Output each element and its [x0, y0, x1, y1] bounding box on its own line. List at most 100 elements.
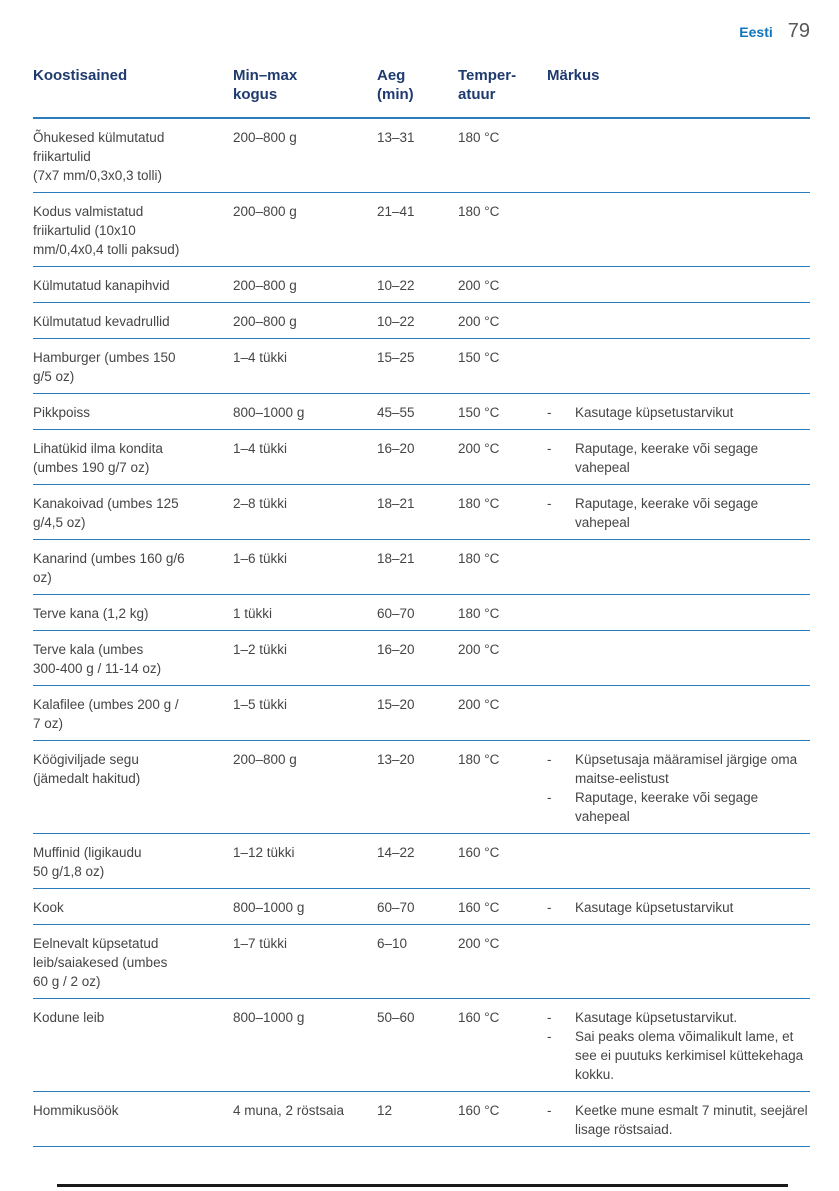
ingredient-cell: Külmutatud kevadrullid [33, 314, 170, 329]
table-row: Köögiviljade segu (jämedalt hakitud) 200… [33, 741, 810, 834]
note-text: Raputage, keerake või segage vahepeal [575, 441, 759, 475]
quantity-cell: 800–1000 g [233, 1010, 305, 1025]
ingredient-cell: Hommikusöök [33, 1103, 119, 1118]
ingredient-cell: Kodune leib [33, 1010, 105, 1025]
temperature-cell: 160 °C [458, 900, 500, 915]
col-header-notes: Märkus [547, 67, 600, 84]
col-header-time: Aeg (min) [377, 67, 414, 103]
note-item: - Sai peaks olema võimalikult lame, et se… [547, 1027, 810, 1084]
temperature-cell: 180 °C [458, 752, 500, 767]
time-cell: 12 [377, 1103, 393, 1118]
quantity-cell: 1–6 tükki [233, 551, 288, 566]
time-cell: 15–25 [377, 350, 415, 365]
ingredient-cell: Hamburger (umbes 150 g/5 oz) [33, 350, 176, 384]
table-header-row: Koostisained Min–max kogus Aeg (min) Tem… [33, 66, 810, 119]
time-cell: 60–70 [377, 900, 415, 915]
temperature-cell: 200 °C [458, 642, 500, 657]
notes-cell [547, 686, 810, 740]
ingredient-cell: Lihatükid ilma kondita (umbes 190 g/7 oz… [33, 441, 163, 475]
ingredient-cell: Õhukesed külmutatud friikartulid (7x7 mm… [33, 130, 165, 183]
quantity-cell: 1–7 tükki [233, 936, 288, 951]
note-item: - Kasutage küpsetustarvikut [547, 898, 810, 917]
col-header-temperature: Temper- atuur [458, 67, 517, 103]
ingredient-cell: Pikkpoiss [33, 405, 91, 420]
ingredient-cell: Kanakoivad (umbes 125 g/4,5 oz) [33, 496, 179, 530]
table-row: Õhukesed külmutatud friikartulid (7x7 mm… [33, 119, 810, 193]
temperature-cell: 160 °C [458, 1010, 500, 1025]
temperature-cell: 150 °C [458, 350, 500, 365]
table-row: Terve kala (umbes 300-400 g / 11-14 oz) … [33, 631, 810, 686]
table-row: Kanakoivad (umbes 125 g/4,5 oz) 2–8 tükk… [33, 485, 810, 540]
notes-cell [547, 303, 810, 338]
time-cell: 14–22 [377, 845, 415, 860]
table-row: Terve kana (1,2 kg) 1 tükki 60–70 180 °C [33, 595, 810, 631]
note-text: Kasutage küpsetustarvikut [575, 900, 734, 915]
time-cell: 60–70 [377, 606, 415, 621]
page-number: 79 [787, 20, 810, 42]
ingredient-cell: Eelnevalt küpsetatud leib/saiakesed (umb… [33, 936, 168, 989]
quantity-cell: 2–8 tükki [233, 496, 288, 511]
time-cell: 18–21 [377, 496, 415, 511]
notes-cell: - Kasutage küpsetustarvikut. - Sai peaks ol… [547, 999, 810, 1091]
notes-cell: - Küpsetusaja määramisel järgige oma mait… [547, 741, 810, 833]
quantity-cell: 1–5 tükki [233, 697, 288, 712]
quantity-cell: 1–4 tükki [233, 350, 288, 365]
time-cell: 16–20 [377, 642, 415, 657]
quantity-cell: 800–1000 g [233, 405, 305, 420]
notes-cell: - Keetke mune esmalt 7 minutit, seejärel … [547, 1092, 810, 1146]
quantity-cell: 200–800 g [233, 204, 297, 219]
table-row: Kanarind (umbes 160 g/6 oz) 1–6 tükki 18… [33, 540, 810, 595]
ingredient-cell: Kodus valmistatud friikartulid (10x10 mm… [33, 204, 180, 257]
note-dash: - [547, 900, 552, 915]
table-row: Hommikusöök 4 muna, 2 röstsaia 12 160 °C… [33, 1092, 810, 1147]
time-cell: 13–20 [377, 752, 415, 767]
temperature-cell: 200 °C [458, 441, 500, 456]
time-cell: 13–31 [377, 130, 415, 145]
note-item: - Keetke mune esmalt 7 minutit, seejärel … [547, 1101, 810, 1139]
note-text: Kasutage küpsetustarvikut. [575, 1010, 738, 1025]
ingredient-cell: Muffinid (ligikaudu 50 g/1,8 oz) [33, 845, 142, 879]
note-text: Kasutage küpsetustarvikut [575, 405, 734, 420]
footer-rule [57, 1184, 788, 1187]
temperature-cell: 160 °C [458, 1103, 500, 1118]
col-header-quantity: Min–max kogus [233, 67, 298, 103]
note-item: - Kasutage küpsetustarvikut. [547, 1008, 810, 1027]
ingredient-cell: Köögiviljade segu (jämedalt hakitud) [33, 752, 141, 786]
col-header-ingredients: Koostisained [33, 67, 128, 84]
ingredient-cell: Külmutatud kanapihvid [33, 278, 170, 293]
table-row: Külmutatud kanapihvid 200–800 g 10–22 20… [33, 267, 810, 303]
note-dash: - [547, 496, 552, 511]
temperature-cell: 200 °C [458, 697, 500, 712]
note-dash: - [547, 1029, 552, 1044]
table-row: Kodune leib 800–1000 g 50–60 160 °C - Kas… [33, 999, 810, 1092]
notes-cell [547, 834, 810, 888]
temperature-cell: 180 °C [458, 551, 500, 566]
notes-cell [547, 595, 810, 630]
time-cell: 15–20 [377, 697, 415, 712]
notes-cell: - Raputage, keerake või segage vahepeal [547, 485, 810, 539]
notes-cell: - Raputage, keerake või segage vahepeal [547, 430, 810, 484]
quantity-cell: 1–2 tükki [233, 642, 288, 657]
temperature-cell: 180 °C [458, 130, 500, 145]
quantity-cell: 1–12 tükki [233, 845, 295, 860]
table-row: Kalafilee (umbes 200 g / 7 oz) 1–5 tükki… [33, 686, 810, 741]
note-text: Keetke mune esmalt 7 minutit, seejärel l… [575, 1103, 808, 1137]
table-row: Külmutatud kevadrullid 200–800 g 10–22 2… [33, 303, 810, 339]
table-row: Hamburger (umbes 150 g/5 oz) 1–4 tükki 1… [33, 339, 810, 394]
time-cell: 10–22 [377, 314, 415, 329]
ingredient-cell: Kanarind (umbes 160 g/6 oz) [33, 551, 185, 585]
quantity-cell: 200–800 g [233, 278, 297, 293]
note-dash: - [547, 752, 552, 767]
time-cell: 50–60 [377, 1010, 415, 1025]
quantity-cell: 800–1000 g [233, 900, 305, 915]
time-cell: 18–21 [377, 551, 415, 566]
ingredient-cell: Kalafilee (umbes 200 g / 7 oz) [33, 697, 179, 731]
cooking-table: Koostisained Min–max kogus Aeg (min) Tem… [33, 66, 810, 1147]
table-row: Kook 800–1000 g 60–70 160 °C - Kasutage k… [33, 889, 810, 925]
time-cell: 45–55 [377, 405, 415, 420]
note-dash: - [547, 1010, 552, 1025]
page-header: Eesti 79 [739, 20, 810, 43]
notes-cell [547, 267, 810, 302]
temperature-cell: 180 °C [458, 606, 500, 621]
note-text: Küpsetusaja määramisel järgige oma maits… [575, 752, 798, 786]
